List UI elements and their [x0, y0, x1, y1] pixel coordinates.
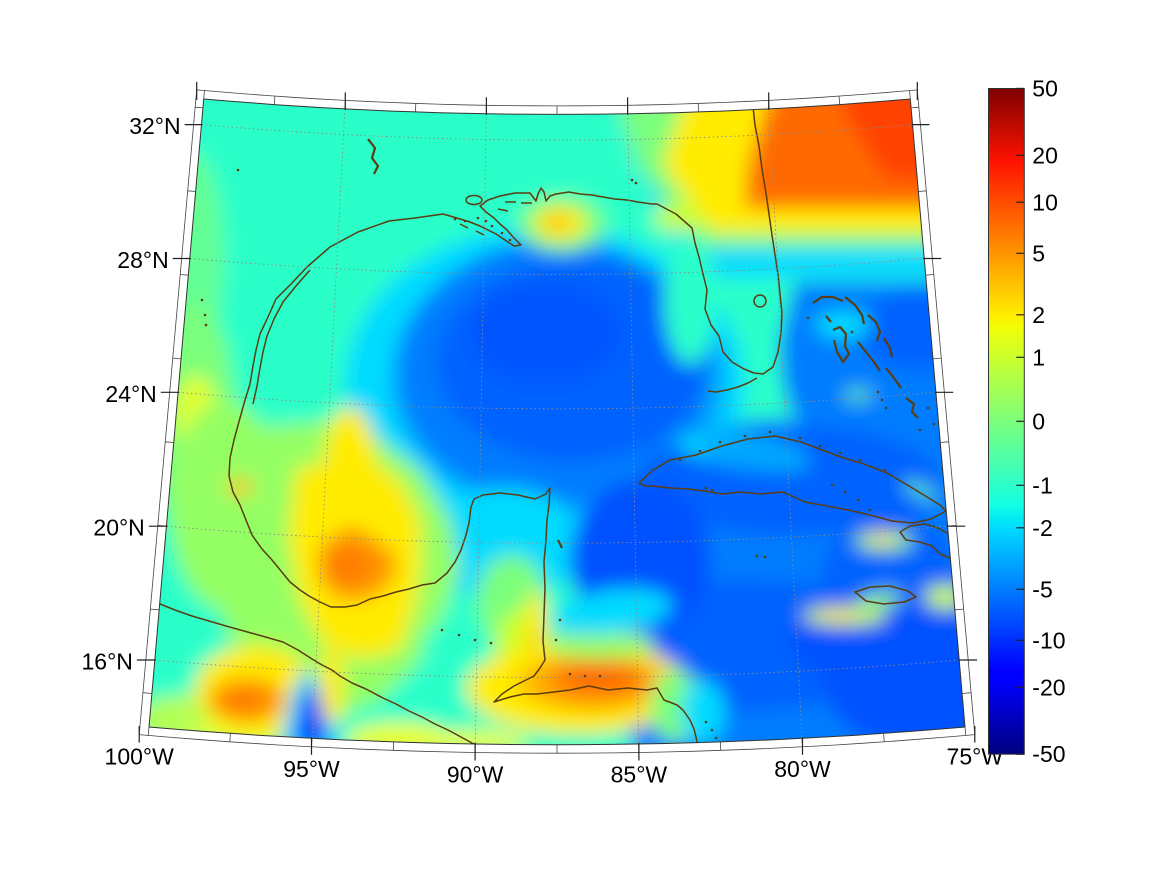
svg-text:5: 5 — [1032, 240, 1045, 266]
svg-text:90°W: 90°W — [447, 762, 504, 788]
svg-text:80°W: 80°W — [774, 756, 831, 782]
svg-text:1: 1 — [1032, 344, 1045, 370]
svg-text:-5: -5 — [1032, 576, 1052, 602]
svg-text:32°N: 32°N — [129, 113, 180, 139]
svg-text:20°N: 20°N — [93, 515, 144, 541]
svg-text:-10: -10 — [1032, 627, 1065, 653]
svg-text:-50: -50 — [1032, 741, 1065, 767]
svg-text:20: 20 — [1032, 142, 1058, 168]
svg-text:95°W: 95°W — [283, 756, 340, 782]
svg-text:-1: -1 — [1032, 472, 1052, 498]
svg-text:85°W: 85°W — [611, 762, 668, 788]
svg-text:24°N: 24°N — [105, 381, 156, 407]
svg-text:28°N: 28°N — [117, 247, 168, 273]
svg-text:2: 2 — [1032, 302, 1045, 328]
svg-text:-20: -20 — [1032, 674, 1065, 700]
svg-text:-2: -2 — [1032, 515, 1052, 541]
svg-text:0: 0 — [1032, 408, 1045, 434]
svg-text:16°N: 16°N — [82, 649, 133, 675]
svg-text:100°W: 100°W — [105, 744, 175, 770]
svg-text:50: 50 — [1032, 75, 1058, 101]
svg-text:10: 10 — [1032, 189, 1058, 215]
